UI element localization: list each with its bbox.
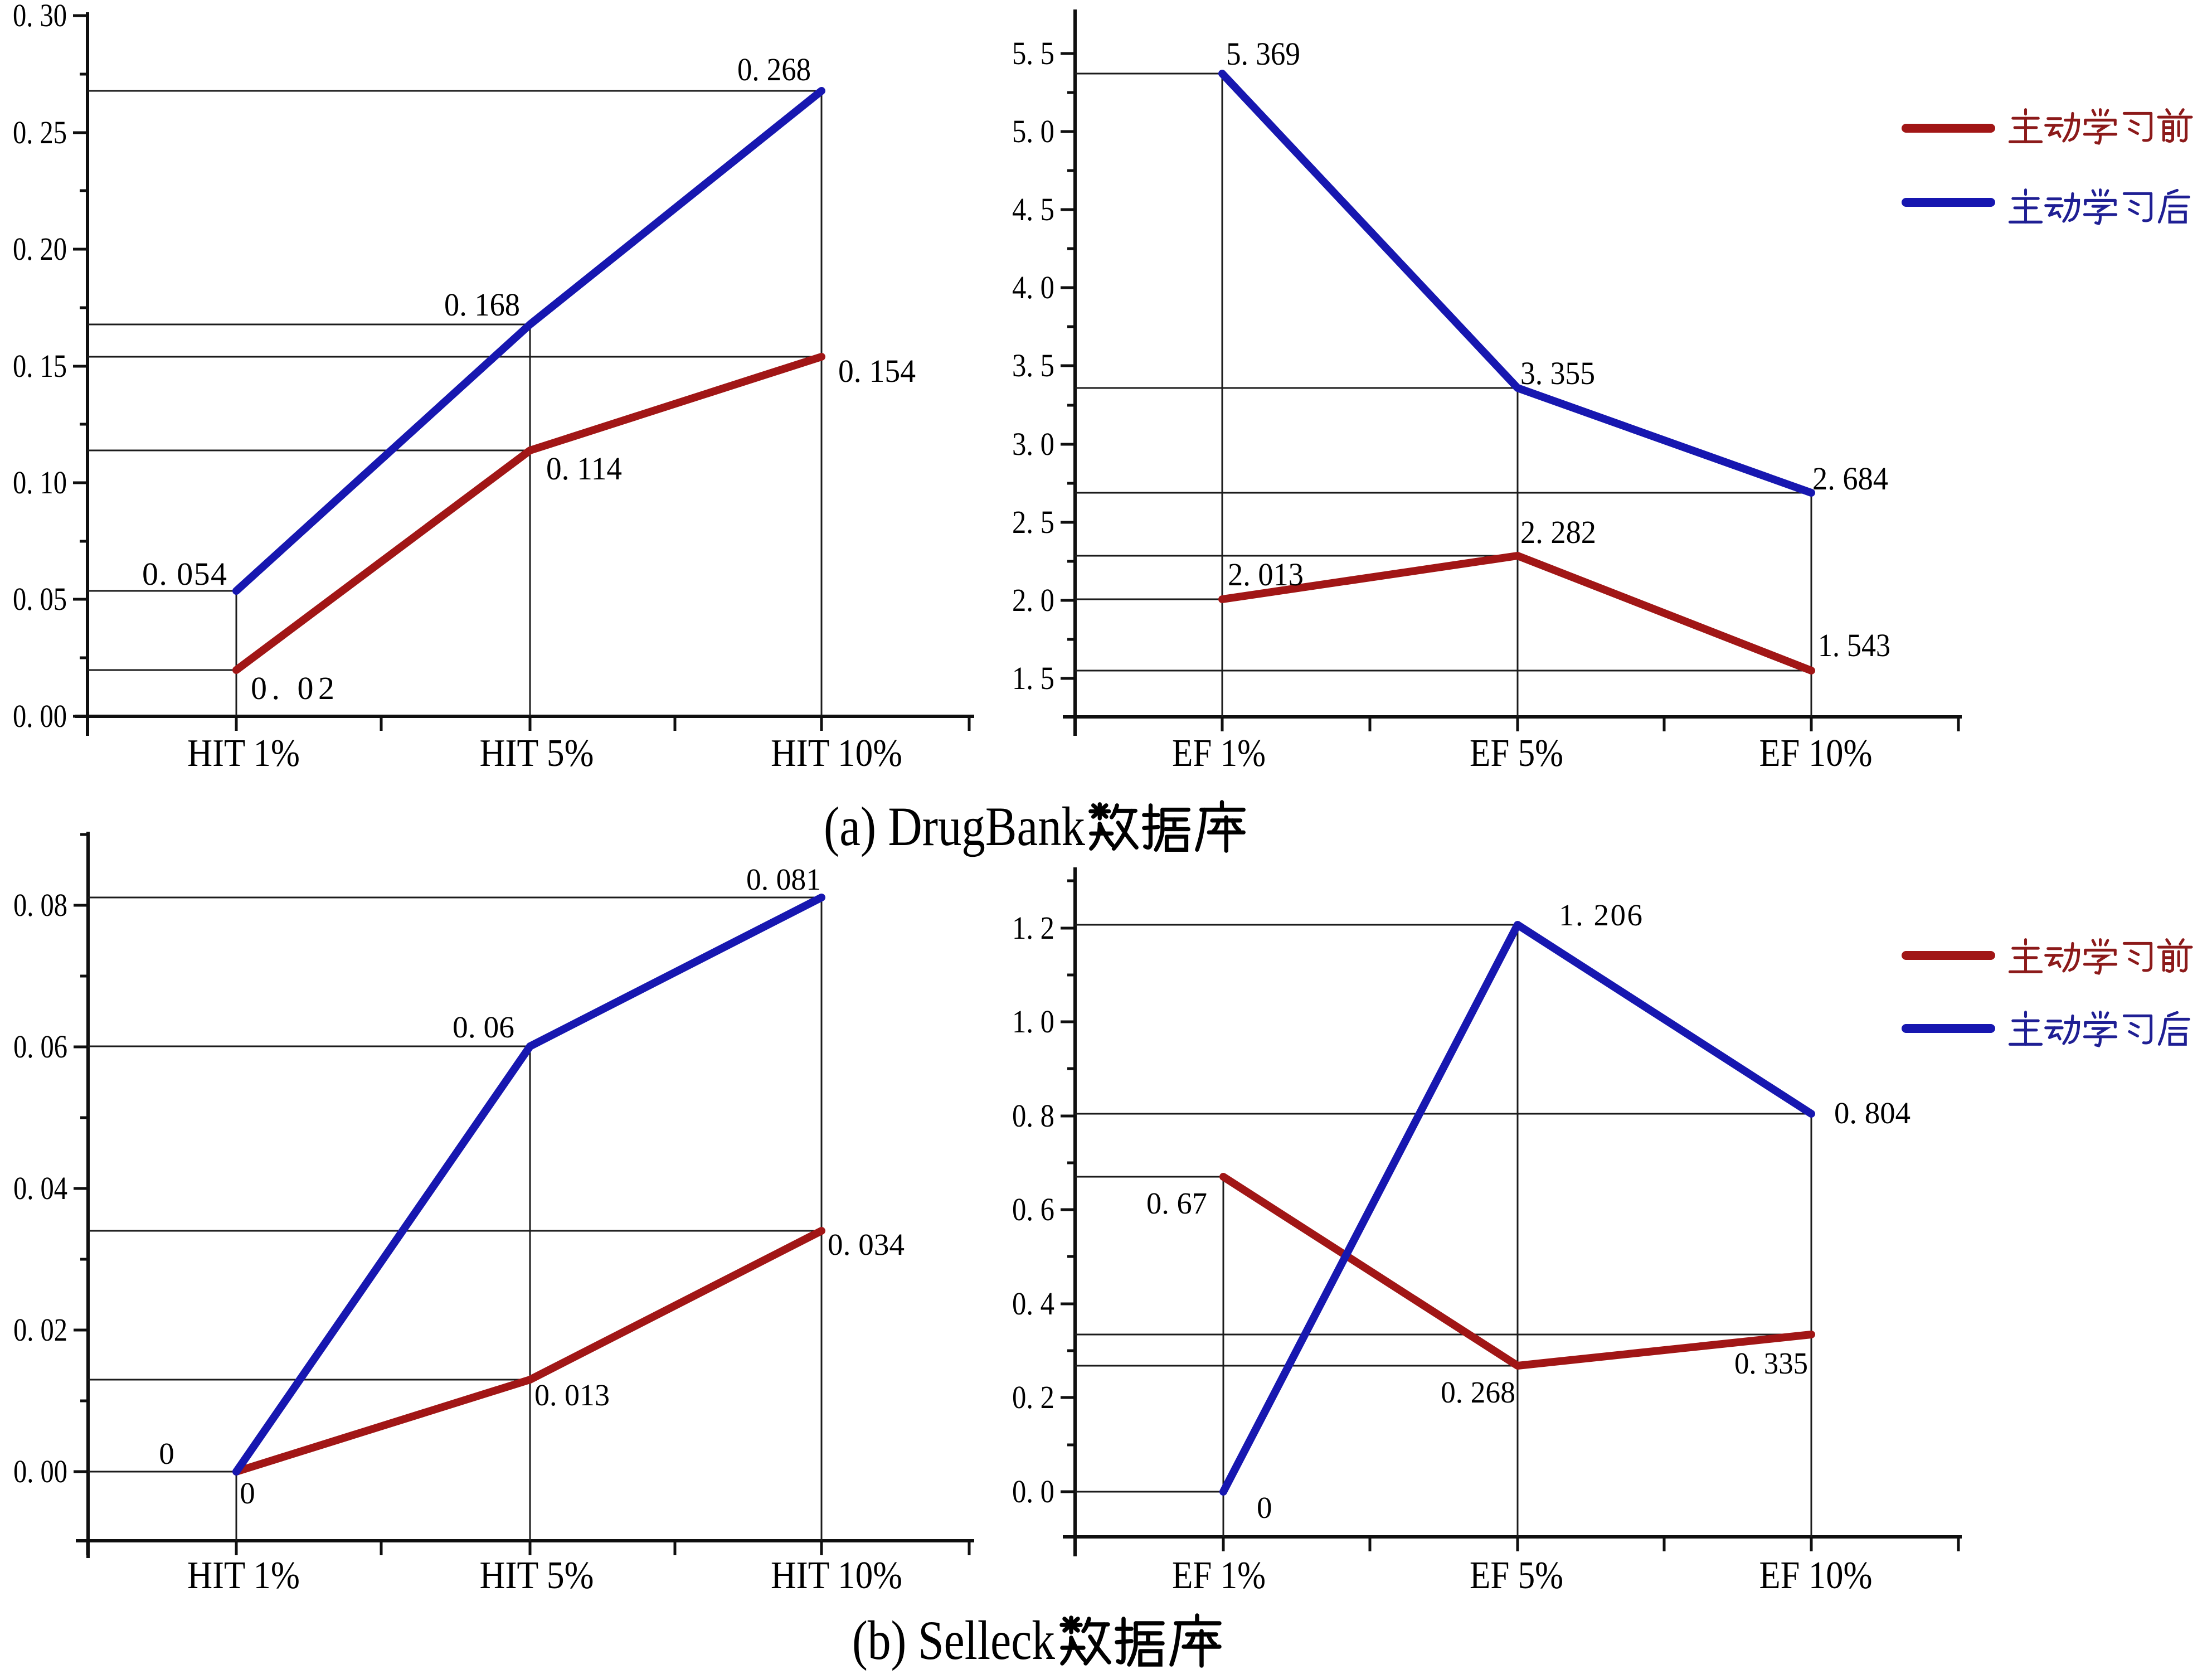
svg-text:0: 0: [1257, 1491, 1272, 1525]
svg-text:EF 5%: EF 5%: [1470, 1554, 1563, 1597]
svg-text:0. 08: 0. 08: [13, 887, 67, 923]
svg-text:0. 154: 0. 154: [838, 353, 916, 389]
svg-text:HIT 10%: HIT 10%: [771, 1554, 902, 1597]
svg-text:5. 0: 5. 0: [1012, 113, 1054, 149]
svg-text:0. 30: 0. 30: [13, 0, 67, 33]
svg-text:HIT 1%: HIT 1%: [187, 1554, 300, 1597]
svg-text:0. 034: 0. 034: [828, 1227, 905, 1261]
svg-text:EF 10%: EF 10%: [1759, 732, 1873, 775]
svg-text:0. 268: 0. 268: [1441, 1375, 1515, 1409]
svg-text:0: 0: [159, 1437, 174, 1471]
svg-text:4. 5: 4. 5: [1012, 191, 1054, 227]
svg-text:EF 1%: EF 1%: [1172, 732, 1266, 775]
svg-text:HIT 1%: HIT 1%: [187, 732, 300, 775]
svg-text:0. 054: 0. 054: [142, 556, 227, 592]
svg-text:5. 5: 5. 5: [1012, 35, 1054, 71]
svg-text:0. 06: 0. 06: [453, 1010, 514, 1044]
svg-text:2. 013: 2. 013: [1228, 556, 1304, 593]
svg-text:0. 8: 0. 8: [1012, 1098, 1054, 1134]
svg-text:EF 10%: EF 10%: [1759, 1554, 1873, 1597]
svg-text:1. 543: 1. 543: [1818, 627, 1890, 663]
svg-text:(b) Selleck: (b) Selleck: [852, 1609, 1055, 1671]
svg-text:EF 1%: EF 1%: [1172, 1554, 1266, 1597]
svg-text:HIT 5%: HIT 5%: [480, 732, 594, 775]
svg-text:2. 5: 2. 5: [1012, 504, 1054, 540]
svg-text:3. 0: 3. 0: [1012, 426, 1054, 462]
svg-text:2. 0: 2. 0: [1012, 582, 1054, 618]
svg-text:3. 355: 3. 355: [1520, 355, 1595, 391]
svg-text:0. 15: 0. 15: [13, 348, 67, 384]
svg-text:0. 67: 0. 67: [1146, 1186, 1207, 1220]
svg-text:3. 5: 3. 5: [1012, 347, 1054, 384]
svg-text:0. 00: 0. 00: [13, 1453, 67, 1489]
svg-text:0. 4: 0. 4: [1012, 1285, 1054, 1322]
svg-text:(a) DrugBank: (a) DrugBank: [824, 795, 1085, 857]
svg-text:0. 0: 0. 0: [1012, 1473, 1054, 1510]
svg-text:EF 5%: EF 5%: [1470, 732, 1563, 775]
svg-text:0: 0: [240, 1476, 255, 1510]
svg-text:0. 2: 0. 2: [1012, 1379, 1054, 1415]
svg-text:0. 04: 0. 04: [13, 1170, 67, 1206]
svg-text:2. 684: 2. 684: [1812, 460, 1888, 497]
svg-text:0. 00: 0. 00: [13, 698, 67, 734]
svg-text:HIT 10%: HIT 10%: [771, 732, 902, 775]
svg-text:0. 268: 0. 268: [737, 51, 811, 88]
svg-text:0. 081: 0. 081: [746, 862, 821, 896]
svg-text:1. 206: 1. 206: [1559, 898, 1642, 932]
svg-text:0. 168: 0. 168: [444, 287, 520, 323]
svg-text:5. 369: 5. 369: [1226, 36, 1300, 72]
svg-text:0. 10: 0. 10: [13, 464, 67, 501]
svg-text:0. 6: 0. 6: [1012, 1191, 1054, 1227]
svg-text:1. 5: 1. 5: [1012, 660, 1054, 696]
svg-text:HIT 5%: HIT 5%: [480, 1554, 594, 1597]
svg-text:2. 282: 2. 282: [1520, 514, 1596, 550]
svg-text:0. 335: 0. 335: [1734, 1346, 1808, 1380]
svg-text:0. 25: 0. 25: [13, 114, 67, 151]
svg-text:0. 05: 0. 05: [13, 581, 67, 617]
svg-text:0. 02: 0. 02: [13, 1312, 67, 1348]
svg-text:1. 0: 1. 0: [1012, 1003, 1054, 1040]
svg-text:0. 06: 0. 06: [13, 1028, 67, 1065]
svg-text:0. 114: 0. 114: [546, 450, 622, 487]
svg-text:1. 2: 1. 2: [1012, 910, 1054, 946]
svg-text:0. 20: 0. 20: [13, 231, 67, 267]
svg-text:4. 0: 4. 0: [1012, 269, 1054, 305]
svg-text:0. 804: 0. 804: [1834, 1096, 1910, 1130]
svg-text:0. 013: 0. 013: [534, 1378, 610, 1412]
